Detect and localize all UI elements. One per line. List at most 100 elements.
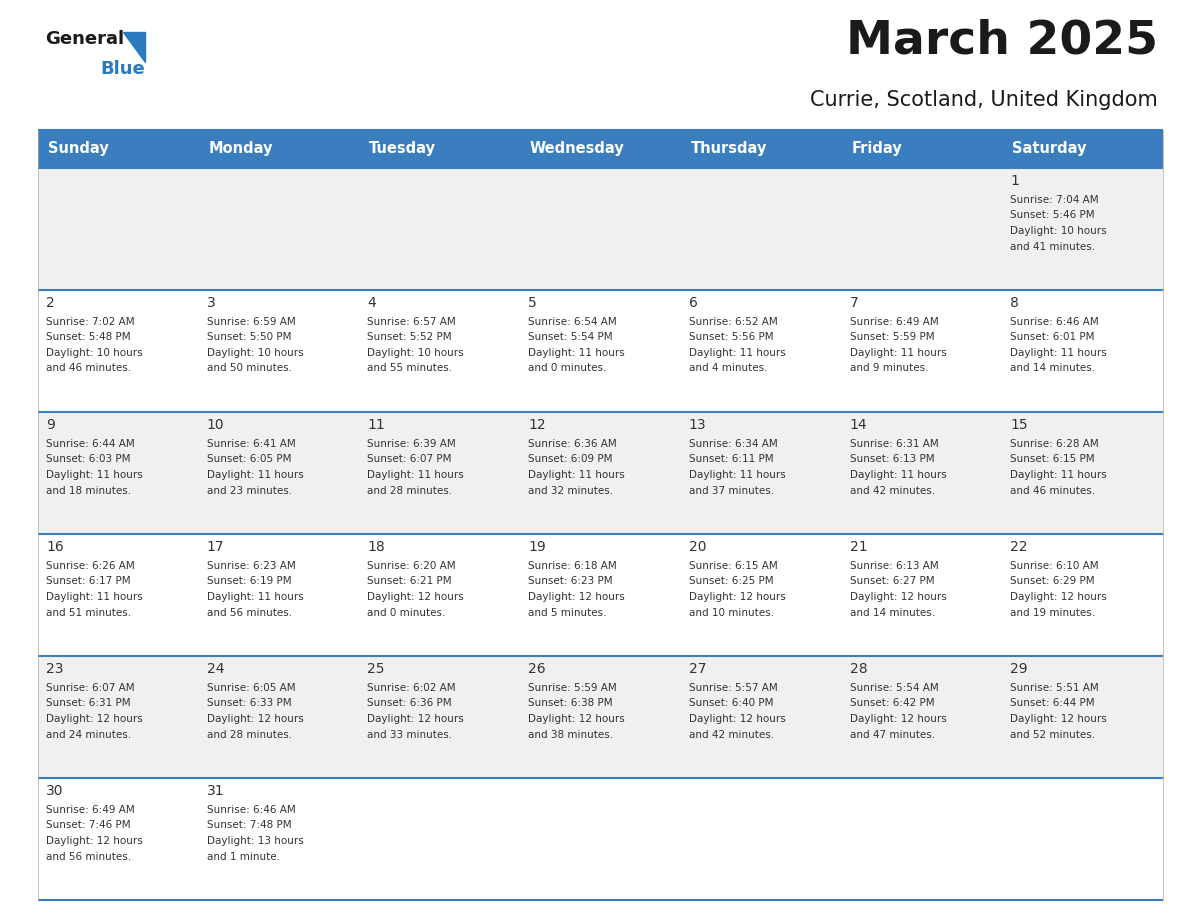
Text: Daylight: 12 hours: Daylight: 12 hours (367, 714, 465, 724)
Text: Daylight: 11 hours: Daylight: 11 hours (46, 470, 143, 480)
Text: Sunrise: 6:46 AM: Sunrise: 6:46 AM (1010, 317, 1099, 327)
Text: 7: 7 (849, 296, 859, 310)
Text: Sunrise: 5:59 AM: Sunrise: 5:59 AM (529, 683, 617, 693)
Text: Sunset: 6:25 PM: Sunset: 6:25 PM (689, 577, 773, 587)
Text: 17: 17 (207, 540, 225, 554)
Text: Daylight: 11 hours: Daylight: 11 hours (849, 470, 947, 480)
Text: Sunset: 6:19 PM: Sunset: 6:19 PM (207, 577, 291, 587)
Text: Sunrise: 6:36 AM: Sunrise: 6:36 AM (529, 439, 617, 449)
Text: Tuesday: Tuesday (369, 141, 436, 156)
Text: Sunrise: 6:52 AM: Sunrise: 6:52 AM (689, 317, 778, 327)
Text: Monday: Monday (208, 141, 273, 156)
Text: Sunrise: 6:07 AM: Sunrise: 6:07 AM (46, 683, 134, 693)
Text: Sunset: 5:46 PM: Sunset: 5:46 PM (1010, 210, 1095, 220)
Text: Daylight: 12 hours: Daylight: 12 hours (529, 592, 625, 602)
Text: and 46 minutes.: and 46 minutes. (1010, 486, 1095, 496)
Text: 1: 1 (1010, 174, 1019, 188)
Text: Sunrise: 6:31 AM: Sunrise: 6:31 AM (849, 439, 939, 449)
Text: Sunrise: 6:28 AM: Sunrise: 6:28 AM (1010, 439, 1099, 449)
Text: 23: 23 (46, 662, 63, 676)
Text: Sunset: 6:44 PM: Sunset: 6:44 PM (1010, 699, 1095, 709)
Text: Daylight: 11 hours: Daylight: 11 hours (367, 470, 465, 480)
Text: and 47 minutes.: and 47 minutes. (849, 730, 935, 740)
Text: Daylight: 10 hours: Daylight: 10 hours (207, 348, 303, 358)
Text: Sunrise: 6:41 AM: Sunrise: 6:41 AM (207, 439, 296, 449)
Text: Sunrise: 6:20 AM: Sunrise: 6:20 AM (367, 561, 456, 571)
Text: Sunrise: 6:05 AM: Sunrise: 6:05 AM (207, 683, 296, 693)
Text: 13: 13 (689, 418, 707, 432)
Text: 26: 26 (529, 662, 545, 676)
Text: 16: 16 (46, 540, 64, 554)
Text: Sunset: 5:54 PM: Sunset: 5:54 PM (529, 332, 613, 342)
Text: Wednesday: Wednesday (530, 141, 625, 156)
Text: Sunset: 6:21 PM: Sunset: 6:21 PM (367, 577, 453, 587)
Bar (38, 412, 1163, 534)
Text: Sunrise: 6:57 AM: Sunrise: 6:57 AM (367, 317, 456, 327)
Text: and 19 minutes.: and 19 minutes. (1010, 608, 1095, 618)
Text: Sunset: 5:59 PM: Sunset: 5:59 PM (849, 332, 934, 342)
Text: 12: 12 (529, 418, 545, 432)
Text: Sunday: Sunday (48, 141, 108, 156)
Text: and 50 minutes.: and 50 minutes. (207, 364, 292, 374)
Text: Daylight: 12 hours: Daylight: 12 hours (1010, 714, 1107, 724)
Text: Sunset: 6:07 PM: Sunset: 6:07 PM (367, 454, 451, 465)
Text: and 33 minutes.: and 33 minutes. (367, 730, 453, 740)
Text: and 23 minutes.: and 23 minutes. (207, 486, 292, 496)
Text: Daylight: 11 hours: Daylight: 11 hours (689, 348, 785, 358)
Text: Daylight: 12 hours: Daylight: 12 hours (689, 592, 785, 602)
Text: 8: 8 (1010, 296, 1019, 310)
Text: Sunrise: 6:54 AM: Sunrise: 6:54 AM (529, 317, 617, 327)
Text: and 51 minutes.: and 51 minutes. (46, 608, 131, 618)
Text: 24: 24 (207, 662, 225, 676)
Text: Sunset: 6:40 PM: Sunset: 6:40 PM (689, 699, 773, 709)
Text: Friday: Friday (852, 141, 902, 156)
Text: Sunset: 7:48 PM: Sunset: 7:48 PM (207, 821, 291, 831)
Text: and 14 minutes.: and 14 minutes. (849, 608, 935, 618)
Text: Sunset: 6:27 PM: Sunset: 6:27 PM (849, 577, 934, 587)
Text: 14: 14 (849, 418, 867, 432)
Text: Sunset: 6:09 PM: Sunset: 6:09 PM (529, 454, 613, 465)
Bar (38, 130, 1163, 168)
Text: Daylight: 11 hours: Daylight: 11 hours (529, 470, 625, 480)
Text: Sunrise: 5:54 AM: Sunrise: 5:54 AM (849, 683, 939, 693)
Text: Daylight: 12 hours: Daylight: 12 hours (529, 714, 625, 724)
Text: and 56 minutes.: and 56 minutes. (207, 608, 292, 618)
Text: 2: 2 (46, 296, 55, 310)
Text: Daylight: 11 hours: Daylight: 11 hours (1010, 470, 1107, 480)
Text: and 52 minutes.: and 52 minutes. (1010, 730, 1095, 740)
Text: Sunrise: 6:13 AM: Sunrise: 6:13 AM (849, 561, 939, 571)
Text: and 10 minutes.: and 10 minutes. (689, 608, 773, 618)
Text: 22: 22 (1010, 540, 1028, 554)
Text: Sunset: 6:17 PM: Sunset: 6:17 PM (46, 577, 131, 587)
Text: Daylight: 12 hours: Daylight: 12 hours (849, 592, 947, 602)
Text: 5: 5 (529, 296, 537, 310)
Bar (38, 168, 1163, 290)
Text: Sunset: 6:15 PM: Sunset: 6:15 PM (1010, 454, 1095, 465)
Text: Sunset: 6:05 PM: Sunset: 6:05 PM (207, 454, 291, 465)
Text: and 28 minutes.: and 28 minutes. (367, 486, 453, 496)
Text: and 1 minute.: and 1 minute. (207, 852, 279, 861)
Text: Daylight: 13 hours: Daylight: 13 hours (207, 836, 303, 846)
Text: Sunrise: 6:39 AM: Sunrise: 6:39 AM (367, 439, 456, 449)
Text: 25: 25 (367, 662, 385, 676)
Text: Daylight: 10 hours: Daylight: 10 hours (1010, 226, 1107, 236)
Text: Daylight: 12 hours: Daylight: 12 hours (849, 714, 947, 724)
Polygon shape (124, 32, 145, 62)
Text: Sunset: 7:46 PM: Sunset: 7:46 PM (46, 821, 131, 831)
Text: 15: 15 (1010, 418, 1028, 432)
Text: Sunrise: 6:46 AM: Sunrise: 6:46 AM (207, 805, 296, 815)
Text: and 0 minutes.: and 0 minutes. (367, 608, 446, 618)
Text: Sunrise: 6:02 AM: Sunrise: 6:02 AM (367, 683, 456, 693)
Text: Sunrise: 6:49 AM: Sunrise: 6:49 AM (849, 317, 939, 327)
Text: 31: 31 (207, 784, 225, 798)
Text: 19: 19 (529, 540, 546, 554)
Bar (38, 290, 1163, 412)
Text: Sunset: 6:01 PM: Sunset: 6:01 PM (1010, 332, 1095, 342)
Text: and 28 minutes.: and 28 minutes. (207, 730, 292, 740)
Text: and 0 minutes.: and 0 minutes. (529, 364, 607, 374)
Text: Sunrise: 6:18 AM: Sunrise: 6:18 AM (529, 561, 617, 571)
Text: Daylight: 12 hours: Daylight: 12 hours (367, 592, 465, 602)
Text: and 32 minutes.: and 32 minutes. (529, 486, 613, 496)
Text: Sunrise: 5:57 AM: Sunrise: 5:57 AM (689, 683, 778, 693)
Text: 4: 4 (367, 296, 377, 310)
